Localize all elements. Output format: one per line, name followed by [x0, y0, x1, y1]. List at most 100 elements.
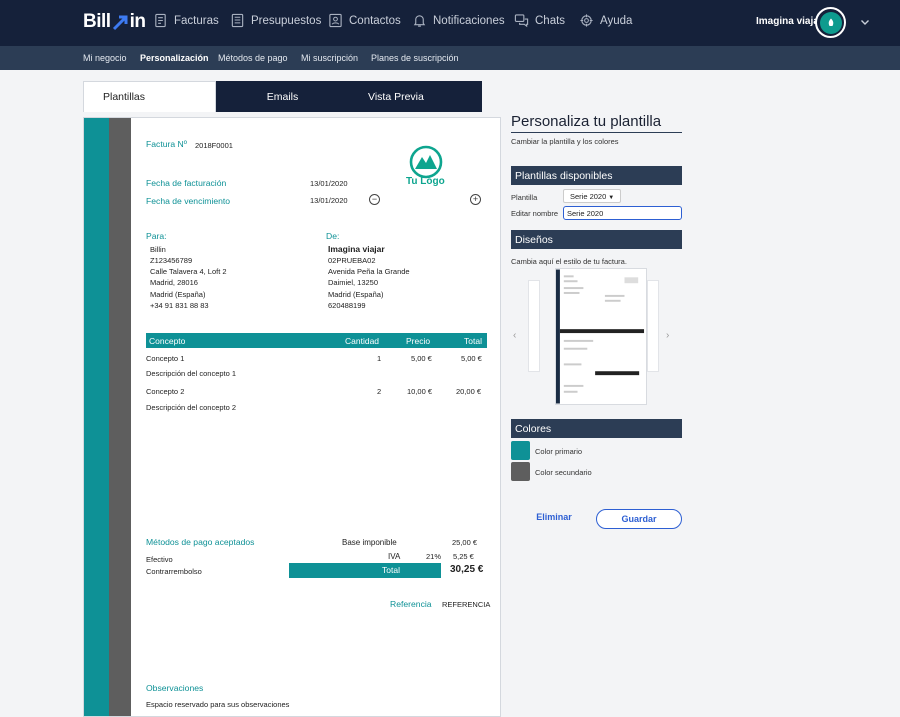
subnav-metodos-pago[interactable]: Métodos de pago: [218, 53, 288, 63]
observations-text: Espacio reservado para sus observaciones: [146, 700, 290, 709]
payment-method: Efectivo: [146, 555, 173, 564]
subnav-mi-suscripcion[interactable]: Mi suscripción: [301, 53, 359, 63]
secondary-color-swatch[interactable]: [511, 462, 530, 481]
primary-color-swatch[interactable]: [511, 441, 530, 460]
reference-label: Referencia: [390, 599, 432, 609]
primary-color-strip: [84, 118, 109, 716]
caret-down-icon: ▼: [608, 195, 615, 201]
template-select[interactable]: Serie 2020 ▼: [563, 189, 621, 203]
iva-value: 5,25 €: [453, 552, 474, 561]
item-price: 10,00 €: [407, 387, 433, 396]
to-line: Calle Talavera 4, Loft 2: [150, 267, 227, 276]
logo-text-right: in: [129, 11, 146, 32]
secondary-color-strip: [109, 118, 131, 716]
avatar[interactable]: [815, 7, 846, 38]
panel-title: Personaliza tu plantilla: [511, 113, 662, 130]
to-line: Z123456789: [150, 256, 193, 265]
iva-label: IVA: [388, 552, 401, 561]
due-date-label: Fecha de vencimiento: [146, 196, 231, 206]
tab-vista-previa[interactable]: Vista Previa: [349, 81, 482, 112]
nav-ayuda-label: Ayuda: [600, 14, 633, 27]
edit-name-field[interactable]: [563, 206, 682, 220]
item-concept: Concepto 2: [146, 387, 185, 396]
from-line: Daimiel, 13250: [328, 278, 379, 287]
nav-facturas-label: Facturas: [174, 14, 219, 27]
to-line: Madrid, 28016: [150, 278, 198, 287]
tab-emails[interactable]: Emails: [216, 81, 349, 112]
chat-icon: [514, 14, 529, 28]
nav-ayuda[interactable]: Ayuda: [579, 13, 632, 28]
subnav-planes[interactable]: Planes de suscripción: [371, 53, 459, 63]
from-line: 02PRUEBA02: [328, 256, 376, 265]
item-concept: Concepto 1: [146, 354, 185, 363]
subnav-mi-negocio[interactable]: Mi negocio: [83, 53, 127, 63]
invoices-icon: [155, 13, 166, 28]
chevron-right-icon[interactable]: ›: [666, 330, 670, 341]
nav-contactos[interactable]: Contactos: [328, 13, 401, 28]
item-total: 20,00 €: [456, 387, 482, 396]
to-line: +34 91 831 88 83: [150, 301, 209, 310]
tab-plantillas-label: Plantillas: [103, 91, 146, 103]
billin-logo[interactable]: Bill in: [83, 11, 146, 33]
settings-subnav: Mi negocio Personalización Métodos de pa…: [0, 46, 900, 70]
tab-plantillas[interactable]: Plantillas: [83, 81, 216, 112]
designs-description: Cambia aquí el estilo de tu factura.: [511, 257, 627, 266]
payment-method: Contrarrembolso: [146, 567, 202, 576]
from-label: De:: [326, 231, 340, 241]
item-description: Descripción del concepto 2: [146, 403, 237, 412]
logo-text-left: Bill: [83, 11, 111, 32]
edit-name-label: Editar nombre: [511, 209, 559, 218]
user-avatar-icon: [819, 11, 842, 34]
nav-presupuestos[interactable]: Presupuestos: [230, 13, 321, 28]
invoice-number-label: Factura Nº: [146, 139, 187, 149]
next-design-thumbnail[interactable]: [647, 280, 659, 372]
panel-subtitle: Cambiar la plantilla y los colores: [511, 137, 619, 146]
iva-percent: 21%: [426, 552, 442, 561]
subnav-personalizacion[interactable]: Personalización: [140, 53, 209, 63]
observations-label: Observaciones: [146, 683, 204, 693]
decrease-days-button[interactable]: −: [369, 194, 380, 205]
title-underline: [511, 132, 682, 133]
issue-date: 13/01/2020: [310, 179, 348, 188]
nav-facturas[interactable]: Facturas: [153, 13, 219, 28]
nav-notificaciones[interactable]: Notificaciones: [412, 13, 505, 28]
to-label: Para:: [146, 231, 167, 241]
delete-button[interactable]: Eliminar: [536, 512, 572, 522]
from-line: Madrid (España): [328, 290, 384, 299]
item-price: 5,00 €: [411, 354, 432, 363]
tab-vista-previa-label: Vista Previa: [368, 90, 424, 103]
total-value: 30,25 €: [450, 564, 484, 575]
user-name[interactable]: Imagina viajar: [756, 16, 823, 27]
col-concepto: Concepto: [149, 336, 186, 346]
from-name: Imagina viajar: [328, 244, 385, 254]
invoice-number: 2018F0001: [195, 141, 233, 150]
from-line: Avenida Peña la Grande: [328, 267, 410, 276]
increase-days-button[interactable]: +: [470, 194, 481, 205]
col-total: Total: [464, 336, 482, 346]
primary-color-label: Color primario: [535, 447, 583, 456]
company-logo-icon[interactable]: [409, 145, 443, 179]
reference-value: REFERENCIA: [442, 600, 491, 609]
chevron-down-icon[interactable]: [859, 16, 871, 28]
nav-notificaciones-label: Notificaciones: [433, 14, 505, 27]
design-thumbnail[interactable]: [555, 268, 647, 405]
colors-section-header: Colores: [511, 419, 682, 438]
nav-chats[interactable]: Chats: [514, 13, 565, 28]
to-line: Billin: [150, 245, 166, 254]
secondary-color-label: Color secundario: [535, 468, 592, 477]
tab-emails-label: Emails: [266, 90, 299, 103]
chevron-left-icon[interactable]: ‹: [513, 330, 517, 341]
col-cantidad: Cantidad: [345, 336, 380, 346]
from-line: 620488199: [328, 301, 366, 310]
template-select-value: Serie 2020: [570, 192, 607, 201]
budgets-icon: [231, 13, 244, 28]
invoice-preview: Factura Nº 2018F0001 Tu Logo Fecha de fa…: [83, 117, 501, 717]
items-table-header: Concepto Cantidad Precio Total: [146, 333, 487, 348]
item-total: 5,00 €: [461, 354, 482, 363]
item-qty: 2: [377, 387, 382, 396]
due-date: 13/01/2020: [310, 196, 348, 205]
total-bar: Total: [289, 563, 441, 578]
save-button[interactable]: Guardar: [596, 509, 682, 529]
prev-design-thumbnail[interactable]: [528, 280, 540, 372]
col-precio: Precio: [406, 336, 431, 346]
